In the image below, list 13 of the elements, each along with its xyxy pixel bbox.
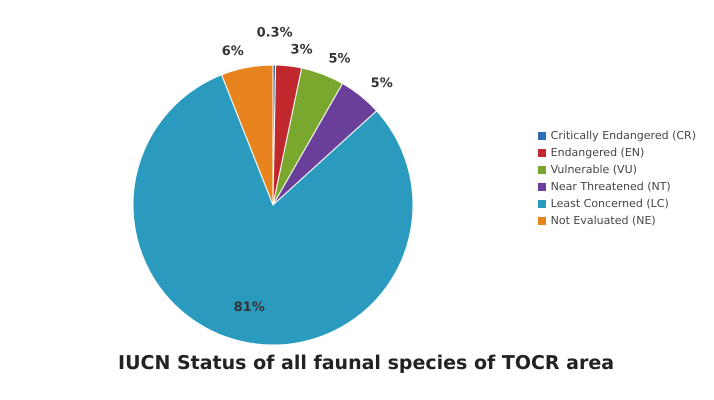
- data-label: 5%: [328, 52, 351, 67]
- data-label: 3%: [290, 42, 313, 58]
- legend-label: Endangered (EN): [550, 146, 644, 159]
- data-label: 6%: [222, 44, 244, 60]
- legend-label: Not Evaluated (NE): [550, 214, 656, 227]
- data-label: 81%: [234, 300, 265, 315]
- data-label: 0.3%: [256, 26, 293, 41]
- data-label: 5%: [370, 76, 393, 91]
- legend-label: Near Threatened (NT): [550, 180, 671, 193]
- text: IUCN Status of all faunal species of TOCR area: [118, 352, 616, 374]
- legend-label: Least Concerned (LC): [550, 197, 669, 210]
- legend-label: Critically Endangered (CR): [550, 129, 696, 142]
- legend-label: Vulnerable (VU): [550, 163, 637, 176]
